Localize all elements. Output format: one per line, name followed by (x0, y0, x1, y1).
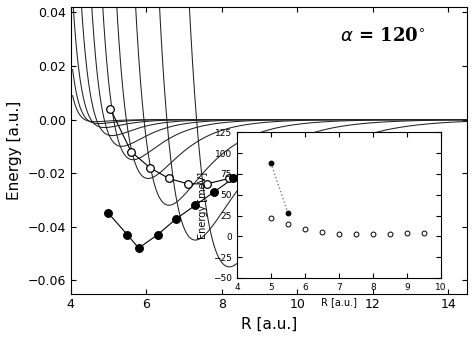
X-axis label: R [a.u.]: R [a.u.] (321, 297, 357, 307)
Y-axis label: Energy [meV]: Energy [meV] (198, 172, 208, 239)
Text: $\alpha$ = 120$^{\circ}$: $\alpha$ = 120$^{\circ}$ (340, 27, 425, 45)
Y-axis label: Energy [a.u.]: Energy [a.u.] (7, 101, 22, 200)
X-axis label: R [a.u.]: R [a.u.] (241, 317, 297, 332)
